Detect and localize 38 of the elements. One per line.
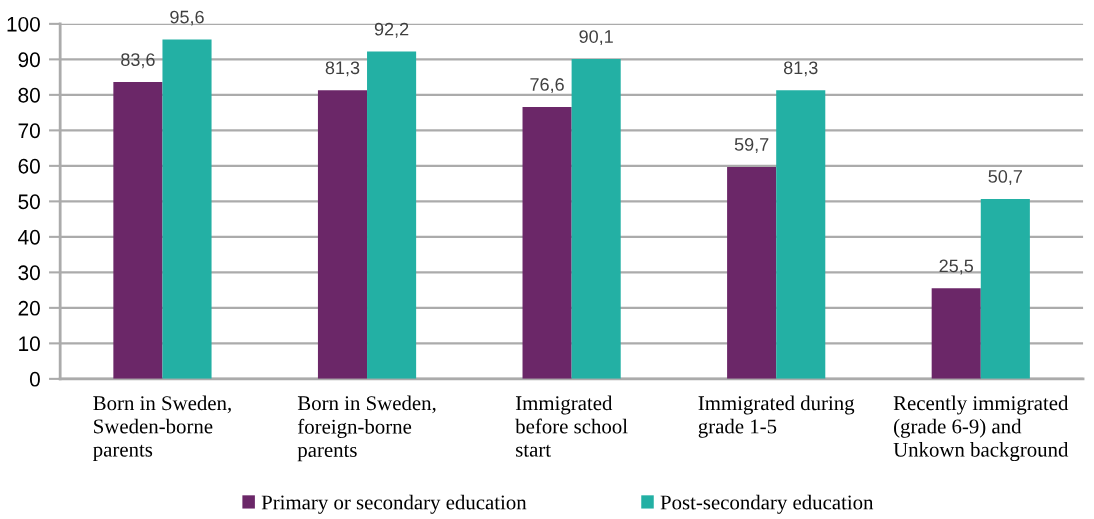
bar	[317, 90, 368, 379]
y-tick-label: 20	[18, 300, 40, 316]
data-label: 81,3	[325, 61, 360, 77]
y-tick-label: 90	[18, 52, 40, 68]
x-tick-label: Born in Sweden, Sweden-borne parents	[93, 395, 231, 461]
x-tick-label: Immigrated before school start	[515, 395, 628, 457]
y-tick-label: 100	[7, 16, 40, 32]
y-tick-label: 70	[18, 123, 40, 139]
y-tick-label: 10	[19, 336, 40, 352]
y-tick-label: 0	[29, 371, 40, 387]
data-label: 81,3	[783, 61, 818, 77]
data-label: 90,1	[579, 30, 613, 46]
bar	[367, 51, 417, 379]
x-tick-label: Immigrated during grade 1-5	[698, 395, 855, 438]
bar	[162, 39, 212, 379]
legend-label: Post-secondary education	[660, 494, 874, 514]
data-label: 59,7	[734, 138, 769, 153]
y-tick-label: 40	[18, 229, 40, 245]
bar	[727, 166, 777, 379]
data-label: 92,2	[374, 22, 409, 38]
y-tick-label: 50	[18, 194, 40, 210]
data-label: 50,7	[988, 170, 1022, 185]
x-tick-label: Recently immigrated (grade 6-9) and Unkown background	[893, 395, 1069, 462]
y-tick-label: 60	[18, 158, 40, 174]
bar	[931, 288, 981, 379]
bar	[776, 90, 826, 379]
bar	[980, 198, 1030, 379]
data-label: 95,6	[170, 10, 204, 26]
data-label: 83,6	[121, 53, 155, 69]
data-label: 25,5	[939, 259, 974, 275]
bar	[113, 82, 163, 379]
x-tick-label: Born in Sweden, foreign-borne parents	[297, 395, 436, 462]
bar	[522, 106, 572, 379]
legend-label: Primary or secondary education	[261, 494, 527, 514]
y-tick-label: 30	[18, 265, 40, 281]
data-label: 76,6	[530, 78, 564, 94]
bar	[571, 59, 621, 379]
y-tick-label: 80	[18, 87, 40, 103]
